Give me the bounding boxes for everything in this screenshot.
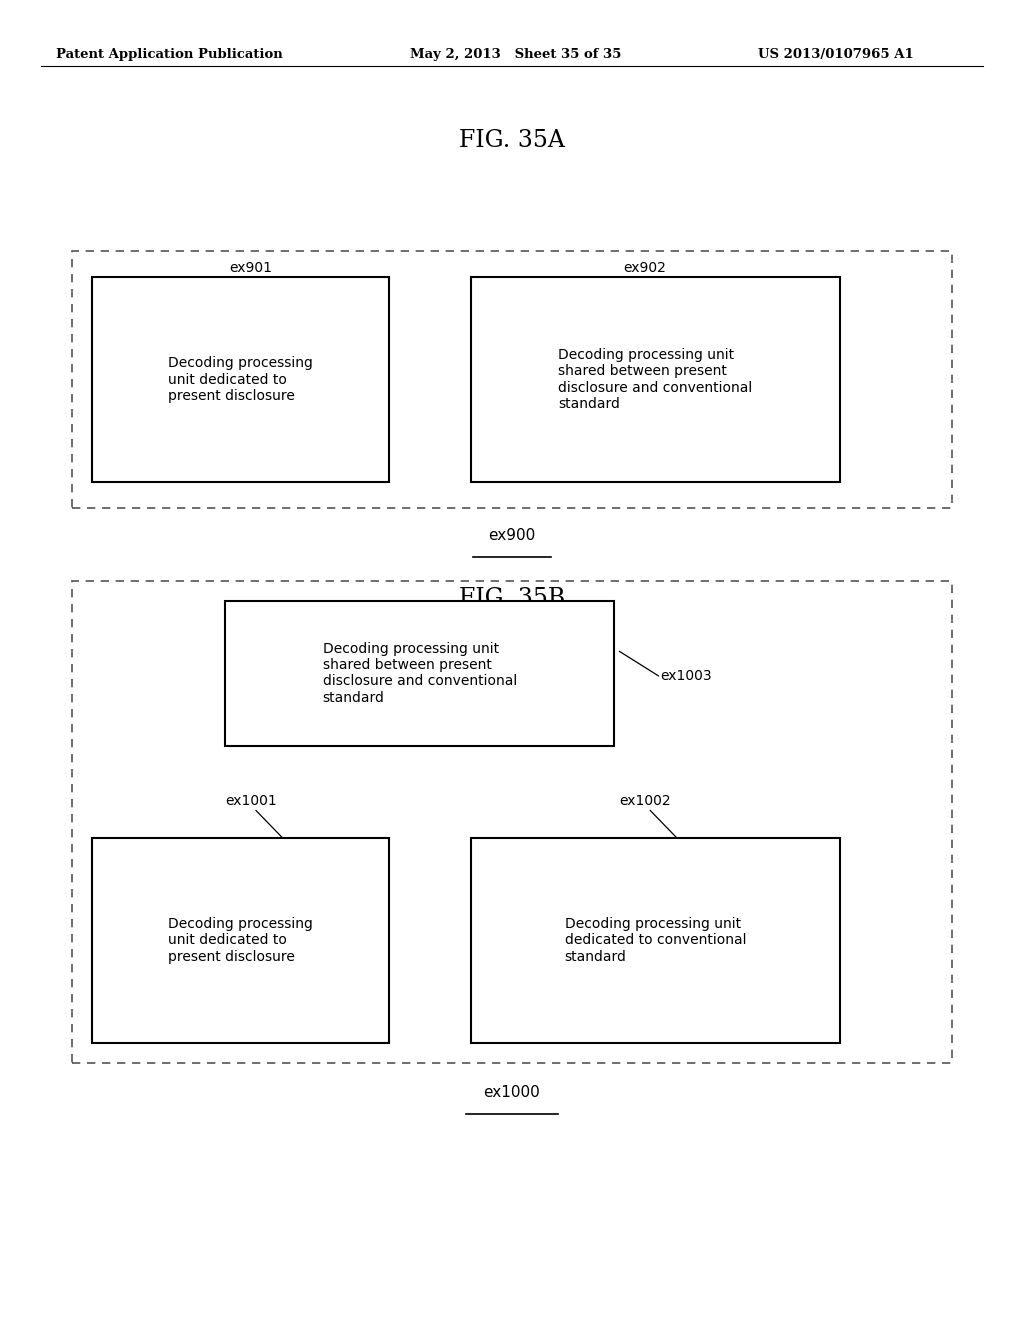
Bar — [72, 251, 952, 508]
Text: Patent Application Publication: Patent Application Publication — [56, 48, 283, 61]
Bar — [225, 601, 614, 746]
Text: ex902: ex902 — [624, 260, 667, 275]
Bar — [471, 838, 840, 1043]
Bar — [92, 838, 389, 1043]
Text: ex1002: ex1002 — [620, 793, 671, 808]
Bar — [72, 581, 952, 1063]
Bar — [92, 277, 389, 482]
Text: Decoding processing unit
shared between present
disclosure and conventional
stan: Decoding processing unit shared between … — [558, 348, 753, 411]
Text: FIG. 35B: FIG. 35B — [459, 587, 565, 610]
Text: May 2, 2013   Sheet 35 of 35: May 2, 2013 Sheet 35 of 35 — [410, 48, 621, 61]
Text: FIG. 35A: FIG. 35A — [459, 129, 565, 152]
Text: ex1001: ex1001 — [225, 793, 276, 808]
Text: Decoding processing
unit dedicated to
present disclosure: Decoding processing unit dedicated to pr… — [168, 917, 313, 964]
Text: Decoding processing
unit dedicated to
present disclosure: Decoding processing unit dedicated to pr… — [168, 356, 313, 403]
Text: ex1003: ex1003 — [660, 669, 712, 682]
Text: Decoding processing unit
dedicated to conventional
standard: Decoding processing unit dedicated to co… — [564, 917, 746, 964]
Bar — [471, 277, 840, 482]
Text: US 2013/0107965 A1: US 2013/0107965 A1 — [758, 48, 913, 61]
Text: ex901: ex901 — [229, 260, 272, 275]
Text: ex900: ex900 — [488, 528, 536, 543]
Text: Decoding processing unit
shared between present
disclosure and conventional
stan: Decoding processing unit shared between … — [323, 642, 517, 705]
Text: ex1000: ex1000 — [483, 1085, 541, 1100]
